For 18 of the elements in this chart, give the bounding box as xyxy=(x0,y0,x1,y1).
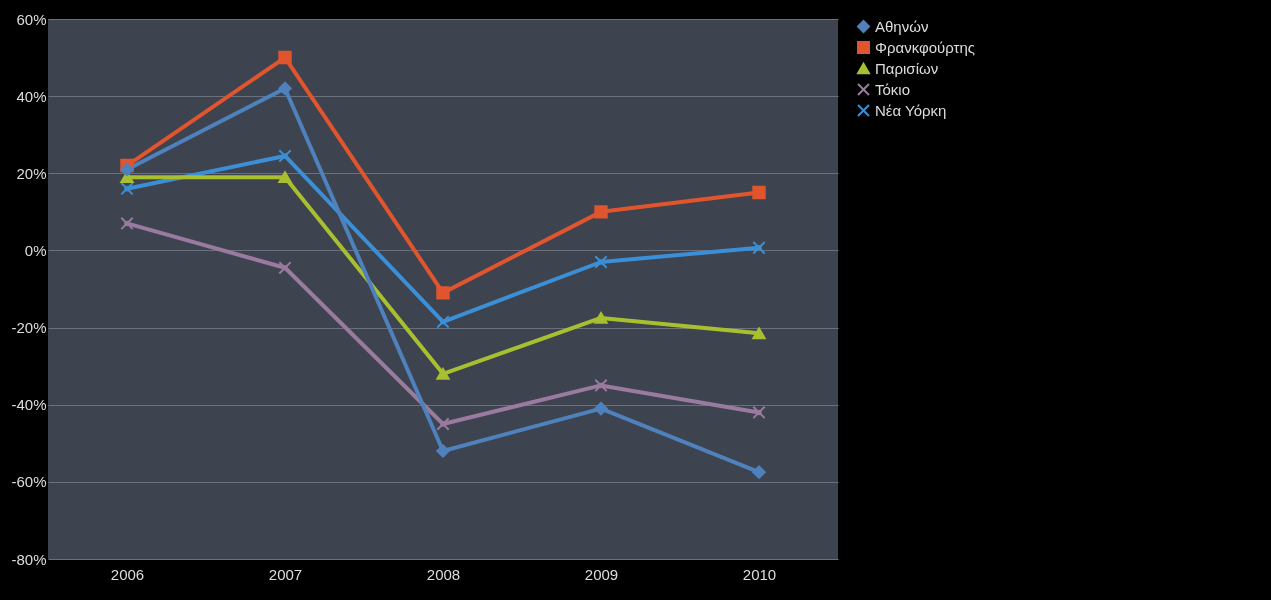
x-tick-label: 2010 xyxy=(742,565,777,583)
legend-label: Νέα Υόρκη xyxy=(875,101,947,119)
y-tick-label: 60% xyxy=(16,10,47,28)
legend-label: Τόκιο xyxy=(875,80,911,98)
y-tick-label: 40% xyxy=(16,87,47,105)
y-tick-label: -60% xyxy=(11,473,47,491)
x-tick-label: 2008 xyxy=(426,565,461,583)
x-tick-label: 2007 xyxy=(268,565,303,583)
legend-label: Παρισίων xyxy=(875,59,939,77)
legend-label: Αθηνών xyxy=(875,17,929,35)
y-tick-label: 20% xyxy=(16,164,47,182)
x-tick-label: 2009 xyxy=(584,565,619,583)
y-tick-label: -20% xyxy=(11,319,47,337)
y-tick-label: 0% xyxy=(24,241,47,259)
legend-label: Φρανκφούρτης xyxy=(875,38,976,56)
y-tick-label: -40% xyxy=(11,396,47,414)
x-tick-label: 2006 xyxy=(110,565,145,583)
y-tick-label: -80% xyxy=(11,550,47,568)
